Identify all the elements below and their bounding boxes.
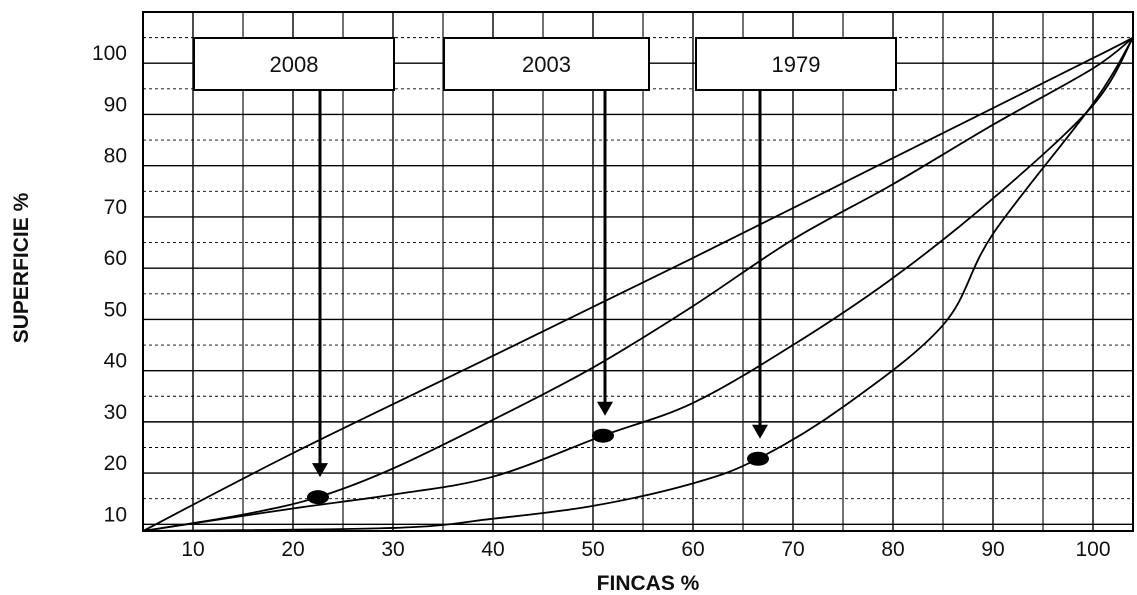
y-tick-label: 80: [104, 145, 127, 168]
callout-label: 2003: [522, 52, 571, 77]
y-tick-label: 40: [104, 350, 127, 373]
y-tick-label: 10: [104, 503, 127, 526]
y-tick-label: 100: [92, 42, 127, 65]
callout-box: [443, 37, 650, 91]
x-tick-label: 80: [881, 538, 904, 561]
callout-box: [695, 37, 897, 91]
arrow-head-icon: [597, 401, 613, 416]
x-tick-label: 50: [581, 538, 604, 561]
curves: [142, 36, 1134, 532]
y-tick-label: 60: [104, 247, 127, 270]
series-line-2008: [142, 36, 1134, 532]
data-marker: [307, 490, 329, 505]
y-axis-title: SUPERFICIE %: [10, 192, 33, 343]
x-tick-label: 40: [481, 538, 504, 561]
y-tick-label: 90: [104, 93, 127, 116]
y-tick-label: 70: [104, 196, 127, 219]
x-tick-label: 100: [1075, 538, 1110, 561]
arrow-head-icon: [312, 463, 328, 478]
x-tick-label: 10: [181, 538, 204, 561]
x-tick-label: 30: [381, 538, 404, 561]
callout-label: 2008: [270, 52, 319, 77]
data-marker: [592, 428, 614, 443]
y-tick-label: 50: [104, 298, 127, 321]
x-axis-title: FINCAS %: [597, 572, 700, 595]
plot-frame: [142, 11, 1134, 532]
series-line-1979: [142, 37, 1134, 532]
x-tick-labels: 10 20 30 40 50 60 70 80 90 100: [181, 538, 1110, 561]
x-tick-label: 20: [281, 538, 304, 561]
data-marker: [747, 451, 769, 466]
y-tick-label: 30: [104, 401, 127, 424]
grid: [143, 12, 1133, 531]
x-tick-label: 70: [781, 538, 804, 561]
callouts: 2008 2003 1979: [193, 37, 897, 505]
x-tick-label: 90: [981, 538, 1004, 561]
y-tick-label: 20: [104, 452, 127, 475]
callout-box: [193, 37, 395, 91]
callout-label: 1979: [772, 52, 821, 77]
x-tick-label: 60: [681, 538, 704, 561]
arrow-head-icon: [752, 424, 768, 439]
y-tick-labels: 10 20 30 40 50 60 70 80 90 100: [92, 42, 127, 526]
